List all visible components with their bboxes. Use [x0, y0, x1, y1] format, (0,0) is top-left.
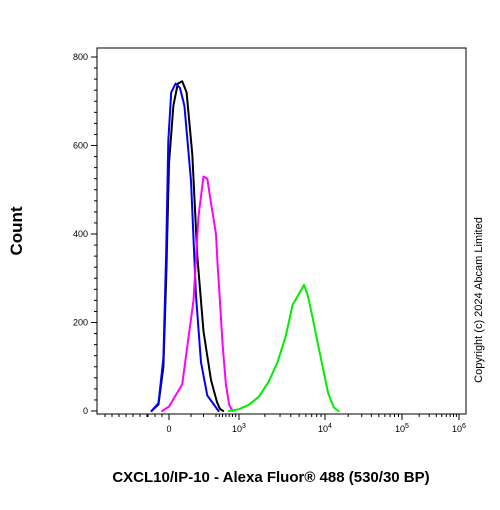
- x-tick-label-base: 10: [452, 424, 462, 434]
- x-tick-label: 104: [318, 423, 332, 434]
- x-tick-label: 106: [452, 423, 466, 434]
- histogram-series-2: [161, 175, 234, 412]
- series-layer: [150, 80, 340, 412]
- y-tick-label: 0: [83, 406, 88, 416]
- copyright-notice: Copyright (c) 2024 Abcam Limited: [473, 217, 485, 383]
- x-tick-label-exponent: 6: [462, 423, 466, 430]
- x-tick-label-exponent: 3: [242, 423, 246, 430]
- x-axis-ticks: 0 103 104 105 106: [104, 414, 466, 434]
- y-axis-ticks: 0 200 400 600 800: [73, 52, 97, 416]
- plot-frame: [96, 47, 467, 415]
- x-tick-label-exponent: 5: [405, 423, 409, 430]
- y-tick-label: 400: [73, 229, 88, 239]
- x-tick-label-exponent: 4: [328, 423, 332, 430]
- x-axis-label: CXCL10/IP-10 - Alexa Fluor® 488 (530/30 …: [112, 469, 429, 486]
- y-axis-label: Count: [7, 206, 26, 255]
- histogram-series-1: [150, 82, 220, 412]
- x-tick-label: 105: [395, 423, 409, 434]
- x-tick-label-base: 10: [232, 424, 242, 434]
- y-tick-label: 600: [73, 141, 88, 151]
- histogram-series-3: [228, 283, 340, 412]
- x-tick-label-base: 10: [318, 424, 328, 434]
- x-tick-label: 103: [232, 423, 246, 434]
- x-tick-label-base: 10: [395, 424, 405, 434]
- y-tick-label: 800: [73, 52, 88, 62]
- x-tick-label: 0: [166, 424, 171, 434]
- y-tick-label: 200: [73, 318, 88, 328]
